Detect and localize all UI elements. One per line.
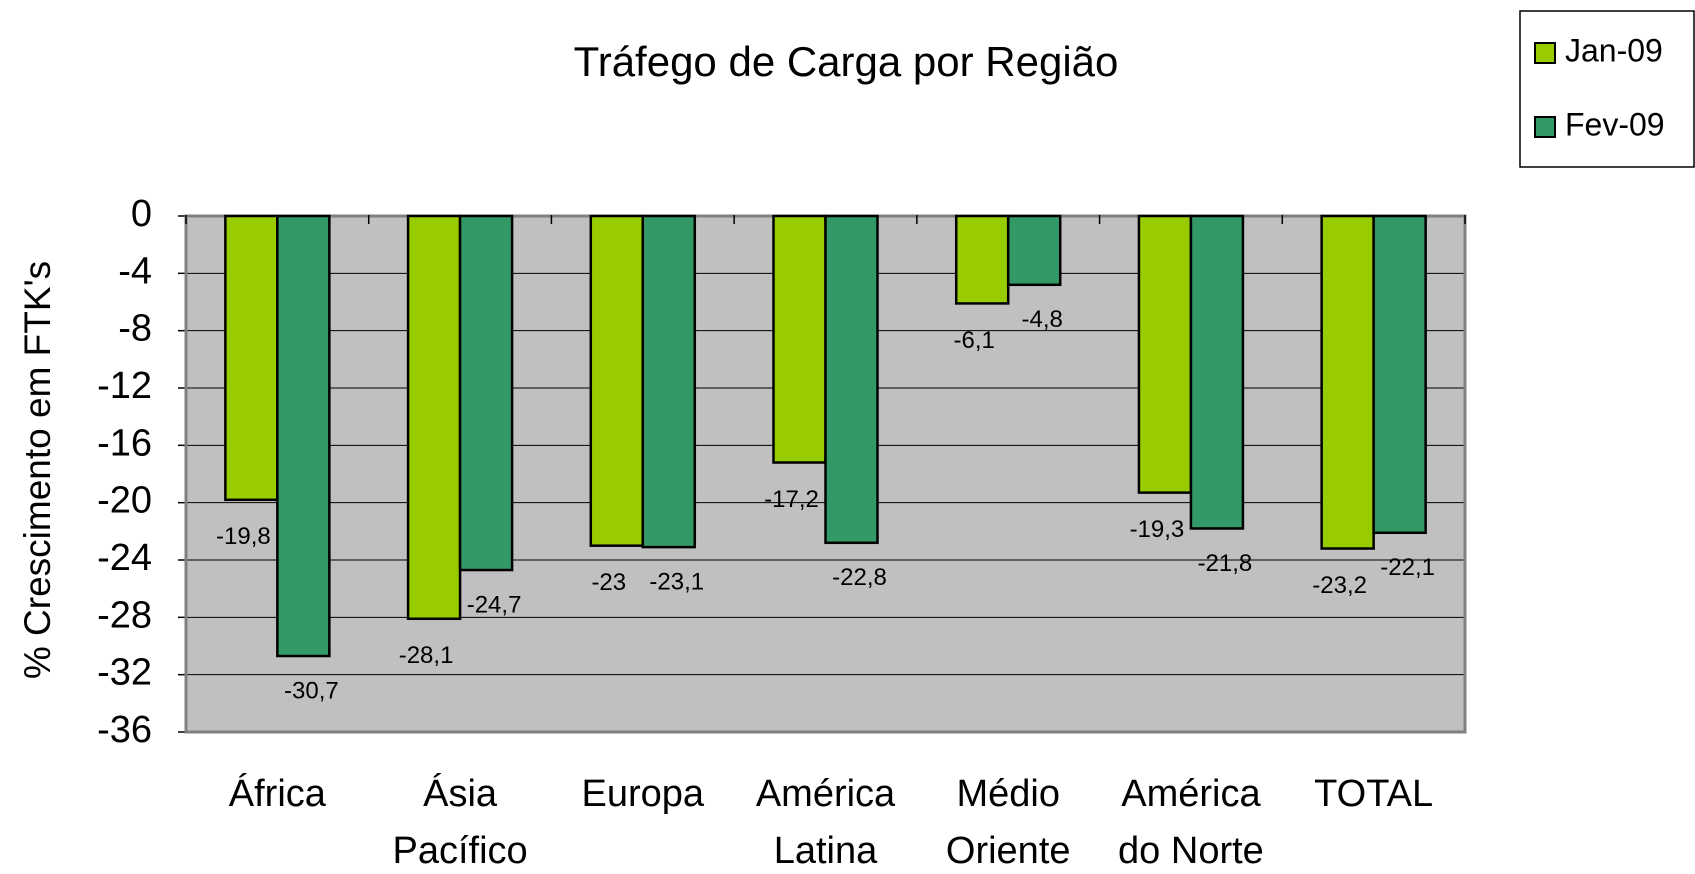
value-label: -22,8 xyxy=(832,564,887,591)
x-tick-label: América do Norte xyxy=(1118,773,1264,872)
x-tick-label: América Latina xyxy=(756,773,896,872)
y-tick-label: -36 xyxy=(97,709,152,751)
value-label: -4,8 xyxy=(1022,306,1063,333)
y-tick-label: 0 xyxy=(131,193,152,235)
x-tick-label-line: Latina xyxy=(774,830,878,872)
bar xyxy=(276,214,331,658)
legend-swatch xyxy=(1534,116,1556,138)
bar xyxy=(954,214,1010,305)
y-axis-label: % Crescimento em FTK's xyxy=(17,261,58,679)
y-tick-label: -16 xyxy=(97,422,152,464)
y-tick-label: -8 xyxy=(118,308,152,350)
value-label: -30,7 xyxy=(284,677,339,704)
legend-label: Jan-09 xyxy=(1565,32,1663,68)
y-tick-label: -12 xyxy=(97,365,152,407)
bar xyxy=(224,214,279,502)
y-tick-label: -4 xyxy=(118,250,152,292)
x-tick-label: Ásia Pacífico xyxy=(392,772,527,872)
bar xyxy=(1189,214,1245,530)
x-tick-label-line: Ásia xyxy=(423,772,498,815)
value-label: -21,8 xyxy=(1198,550,1253,577)
bar xyxy=(824,214,879,545)
chart-title: Tráfego de Carga por Região xyxy=(574,38,1119,85)
x-tick-label-line: América xyxy=(1121,773,1261,815)
legend-label: Fev-09 xyxy=(1565,106,1665,142)
x-tick-label-line: Pacífico xyxy=(392,830,527,872)
bar xyxy=(772,214,827,464)
x-tick-label: Médio Oriente xyxy=(946,773,1071,872)
y-tick-label: -24 xyxy=(97,537,152,579)
bar xyxy=(1137,214,1193,494)
x-tick-label: TOTAL xyxy=(1314,773,1433,815)
value-label: -6,1 xyxy=(954,327,995,354)
legend-swatch xyxy=(1534,42,1556,64)
x-tick-label-line: América xyxy=(756,773,896,815)
x-tick-label-line: Médio xyxy=(956,773,1060,815)
value-label: -23,2 xyxy=(1312,572,1367,599)
y-tick-label: -28 xyxy=(97,594,152,636)
x-tick-label: África xyxy=(229,772,327,815)
value-label: -19,3 xyxy=(1130,516,1185,543)
y-tick-label: -20 xyxy=(97,480,152,522)
bar xyxy=(641,214,697,549)
value-label: -17,2 xyxy=(764,486,819,513)
bar xyxy=(1006,214,1062,287)
value-label: -23,1 xyxy=(649,568,704,595)
x-tick-label-line: Oriente xyxy=(946,830,1071,872)
x-tick-label-line: do Norte xyxy=(1118,830,1264,872)
value-label: -23 xyxy=(591,569,626,596)
value-label: -24,7 xyxy=(467,591,522,618)
bar xyxy=(458,214,514,572)
legend-box xyxy=(1519,10,1695,168)
bar xyxy=(1372,214,1427,535)
value-label: -28,1 xyxy=(399,642,454,669)
bar xyxy=(1320,214,1375,550)
x-tick-label: Europa xyxy=(582,773,705,815)
bar xyxy=(589,214,645,547)
bar xyxy=(406,214,462,621)
value-label: -22,1 xyxy=(1380,554,1435,581)
y-tick-label: -32 xyxy=(97,652,152,694)
value-label: -19,8 xyxy=(216,523,271,550)
